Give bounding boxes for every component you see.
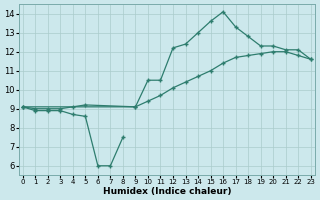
X-axis label: Humidex (Indice chaleur): Humidex (Indice chaleur) xyxy=(102,187,231,196)
